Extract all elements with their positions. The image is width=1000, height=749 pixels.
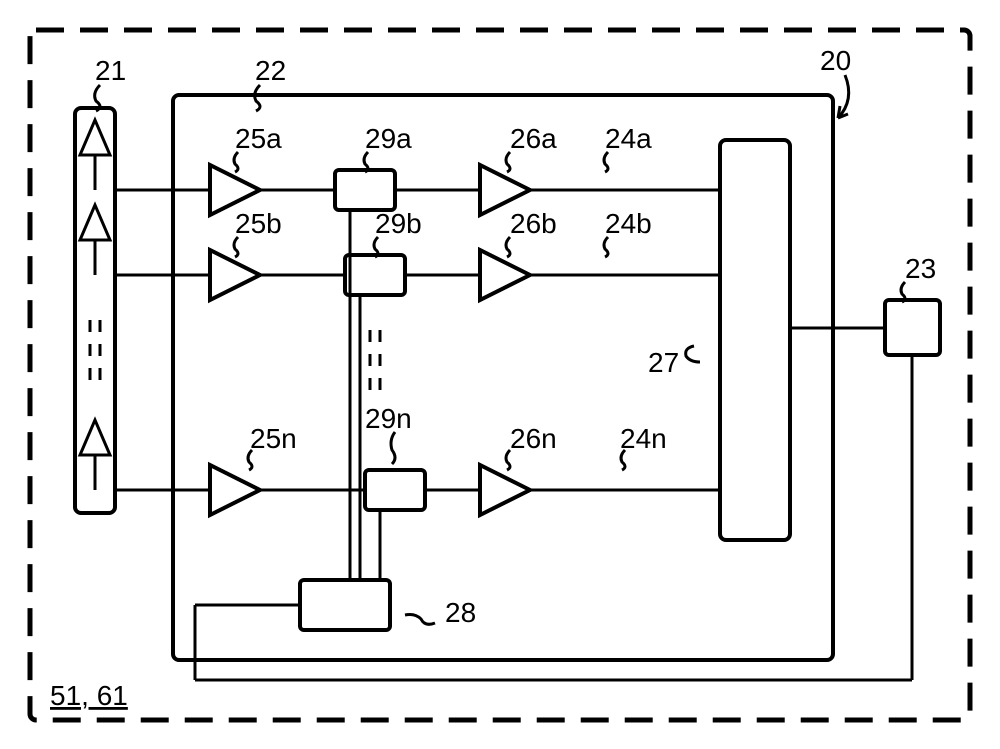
label-28: 28 <box>445 597 476 628</box>
antenna-b <box>80 205 110 275</box>
label-22: 22 <box>255 55 286 86</box>
label-27: 27 <box>648 347 679 378</box>
label-23: 23 <box>905 253 936 284</box>
block-27 <box>720 140 790 540</box>
block-22 <box>173 95 833 660</box>
label-24n: 24n <box>620 423 667 454</box>
label-29n: 29n <box>365 403 412 434</box>
block-29n <box>365 470 425 510</box>
label-20: 20 <box>820 45 851 76</box>
arrow-20 <box>838 75 849 118</box>
block-28 <box>300 580 390 630</box>
label-26a: 26a <box>510 123 557 154</box>
block-23 <box>885 300 940 355</box>
amp-25b <box>210 250 260 300</box>
label-26b: 26b <box>510 208 557 239</box>
label-25n: 25n <box>250 423 297 454</box>
bus-29-to-28 <box>350 210 380 580</box>
block-29b <box>345 255 405 295</box>
label-29b: 29b <box>375 208 422 239</box>
label-25b: 25b <box>235 208 282 239</box>
label-29a: 29a <box>365 123 412 154</box>
label-24a: 24a <box>605 123 652 154</box>
label-24b: 24b <box>605 208 652 239</box>
mid-ellipsis <box>370 330 380 390</box>
label-26n: 26n <box>510 423 557 454</box>
label-21: 21 <box>95 55 126 86</box>
amp-26b <box>480 250 530 300</box>
amp-26n <box>480 465 530 515</box>
block-29a <box>335 170 395 210</box>
antenna-a <box>80 120 110 190</box>
label-51-61: 51, 61 <box>50 680 128 711</box>
antenna-n <box>80 420 110 490</box>
label-25a: 25a <box>235 123 282 154</box>
antenna-ellipsis <box>90 320 100 380</box>
amp-25n <box>210 465 260 515</box>
